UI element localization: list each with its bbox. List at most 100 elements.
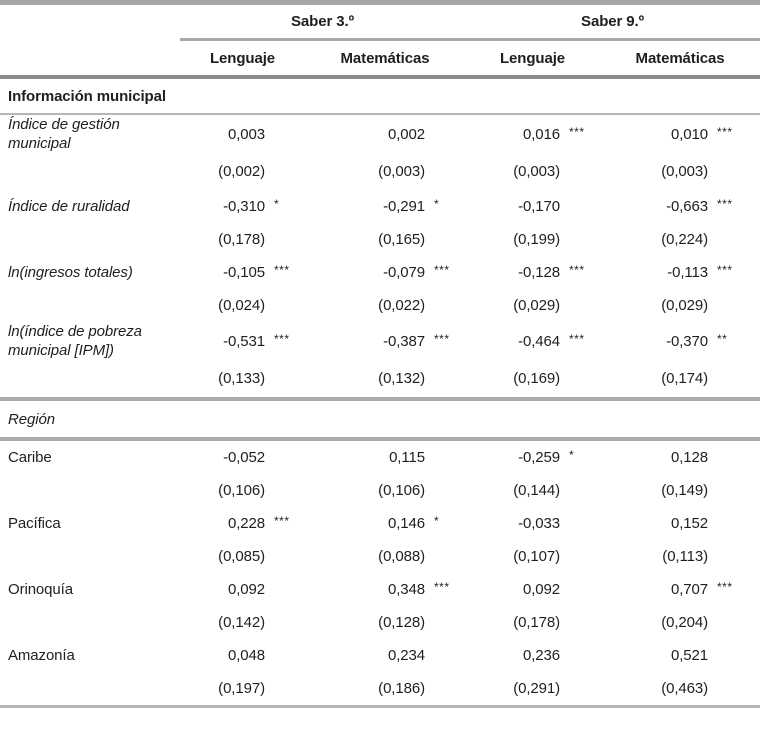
standard-error-row: (0,142) (0,128) (0,178) (0,204)	[0, 606, 760, 639]
empty-stars-cell	[425, 474, 465, 507]
stars-glyph: ***	[434, 331, 450, 346]
estimate-value: 0,234	[387, 647, 425, 664]
estimate-value: -0,128	[518, 264, 561, 281]
estimate-value: 0,236	[522, 647, 561, 664]
significance-stars	[265, 114, 305, 153]
significance-stars: ***	[425, 256, 465, 289]
empty-stars-cell	[560, 540, 600, 573]
estimate-row: Índice de gestión municipal 0,003 0,002 0,0…	[0, 114, 760, 153]
significance-stars: ***	[560, 114, 600, 153]
empty-stars-cell	[560, 223, 600, 256]
variable-label: Amazonía	[8, 647, 75, 664]
stars-glyph: ***	[569, 331, 585, 346]
standard-error-value: (0,085)	[218, 548, 265, 565]
standard-error-value: (0,197)	[218, 680, 265, 697]
stars-glyph: ***	[569, 124, 585, 139]
significance-stars: ***	[265, 322, 305, 360]
empty-stars-cell	[425, 540, 465, 573]
standard-error-value: (0,291)	[513, 680, 561, 697]
standard-error-value: (0,029)	[513, 297, 561, 314]
standard-error-value: (0,144)	[513, 482, 561, 499]
empty-stars-cell	[560, 672, 600, 707]
standard-error-value: (0,003)	[513, 163, 561, 180]
empty-stars-cell	[708, 153, 760, 190]
estimate-value: 0,348	[387, 581, 425, 598]
estimate-value: -0,113	[667, 264, 709, 281]
standard-error-row: (0,002) (0,003) (0,003) (0,003)	[0, 153, 760, 190]
estimate-value: 0,228	[227, 515, 265, 532]
estimate-value: 0,707	[670, 581, 709, 598]
significance-stars: **	[708, 322, 760, 360]
empty-stars-cell	[265, 289, 305, 322]
variable-label: Índice de ruralidad	[8, 198, 130, 215]
estimate-row: ln(ingresos totales) -0,105 *** -0,079 *** -0…	[0, 256, 760, 289]
standard-error-value: (0,002)	[218, 163, 265, 180]
significance-stars: ***	[265, 256, 305, 289]
standard-error-value: (0,174)	[661, 370, 709, 387]
significance-stars: ***	[708, 190, 760, 223]
significance-stars	[560, 639, 600, 672]
stars-glyph: ***	[274, 514, 290, 528]
variable-label: Pacífica	[8, 515, 61, 532]
estimate-value: 0,092	[227, 581, 265, 598]
empty-stars-cell	[425, 153, 465, 190]
significance-stars: *	[560, 439, 600, 474]
significance-stars: ***	[425, 322, 465, 360]
significance-stars	[560, 507, 600, 540]
empty-stars-cell	[265, 474, 305, 507]
standard-error-value: (0,022)	[378, 297, 425, 314]
significance-stars	[425, 639, 465, 672]
empty-corner-cell	[0, 39, 180, 79]
column-header-matematicas-9: Matemáticas	[600, 39, 760, 79]
stars-glyph: ***	[569, 263, 585, 277]
estimate-row: Caribe -0,052 0,115 -0,259 * 0,128	[0, 439, 760, 474]
stars-glyph: ***	[434, 580, 450, 594]
estimate-value: -0,310	[223, 198, 265, 215]
estimate-value: 0,002	[387, 125, 425, 143]
column-group-header-row: Saber 3.º Saber 9.º	[0, 2, 760, 41]
column-group-saber9: Saber 9.º	[465, 2, 760, 41]
column-header-lenguaje-3: Lenguaje	[180, 39, 305, 79]
stars-glyph: ***	[274, 263, 290, 277]
standard-error-row: (0,178) (0,165) (0,199) (0,224)	[0, 223, 760, 256]
estimate-value: -0,531	[223, 332, 265, 350]
estimate-value: -0,259	[518, 449, 561, 466]
empty-stars-cell	[708, 606, 760, 639]
standard-error-value: (0,106)	[378, 482, 425, 499]
estimate-row: ln(índice de pobreza municipal [IPM]) -0,…	[0, 322, 760, 360]
column-header-lenguaje-9: Lenguaje	[465, 39, 601, 79]
standard-error-value: (0,003)	[661, 163, 709, 180]
section-title: Información municipal	[0, 77, 760, 115]
estimate-value: -0,079	[383, 264, 425, 281]
estimate-value: -0,105	[223, 264, 265, 281]
column-group-saber3: Saber 3.º	[180, 2, 466, 41]
standard-error-value: (0,224)	[661, 231, 709, 248]
standard-error-row: (0,133) (0,132) (0,169) (0,174)	[0, 360, 760, 399]
standard-error-value: (0,003)	[378, 163, 425, 180]
estimate-value: 0,092	[522, 581, 561, 598]
estimate-value: 0,146	[387, 515, 425, 532]
stars-glyph: ***	[434, 263, 450, 277]
empty-stars-cell	[265, 606, 305, 639]
estimate-value: -0,663	[666, 198, 709, 215]
estimate-value: 0,152	[670, 515, 709, 532]
significance-stars	[708, 639, 760, 672]
standard-error-value: (0,178)	[513, 614, 561, 631]
significance-stars	[560, 190, 600, 223]
significance-stars: ***	[560, 256, 600, 289]
estimate-row: Orinoquía 0,092 0,348 *** 0,092 0,707 ***	[0, 573, 760, 606]
estimate-value: -0,033	[518, 515, 561, 532]
empty-stars-cell	[265, 153, 305, 190]
standard-error-value: (0,178)	[218, 231, 265, 248]
estimate-row: Pacífica 0,228 *** 0,146 * -0,033 0,152	[0, 507, 760, 540]
standard-error-value: (0,186)	[378, 680, 425, 697]
significance-stars	[708, 439, 760, 474]
standard-error-row: (0,085) (0,088) (0,107) (0,113)	[0, 540, 760, 573]
empty-stars-cell	[425, 360, 465, 399]
significance-stars: ***	[265, 507, 305, 540]
stars-glyph: ***	[274, 331, 290, 346]
empty-stars-cell	[560, 606, 600, 639]
standard-error-value: (0,463)	[661, 680, 709, 697]
variable-label: Orinoquía	[8, 581, 73, 598]
